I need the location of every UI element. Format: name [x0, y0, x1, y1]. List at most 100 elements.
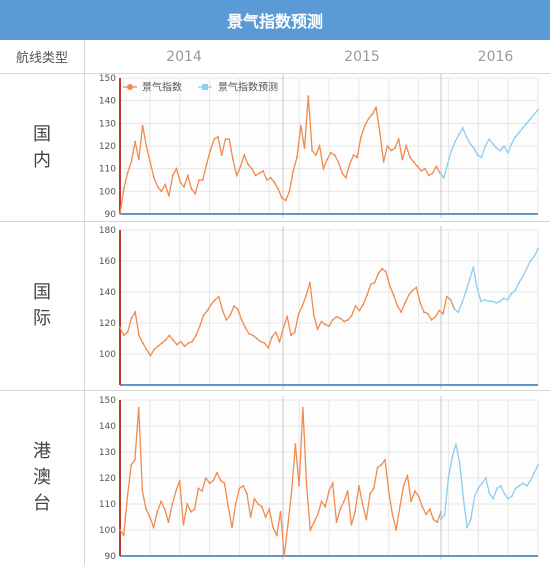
data-point-forecast [506, 298, 509, 301]
row-label-char: 澳 [33, 467, 51, 488]
data-point-actual [290, 490, 293, 492]
data-point-actual [335, 521, 338, 524]
data-point-actual [201, 490, 204, 492]
data-point-actual [314, 154, 317, 156]
data-point-actual [157, 345, 159, 348]
data-point-actual [335, 315, 338, 318]
data-point-forecast [488, 492, 491, 495]
data-point-actual [187, 342, 190, 345]
data-point-actual [213, 138, 216, 141]
data-point-actual [373, 281, 376, 284]
data-point-actual [420, 170, 423, 172]
data-point-forecast [443, 513, 446, 516]
data-point-actual [307, 95, 310, 98]
data-point-actual [328, 490, 330, 492]
data-point-forecast [469, 142, 472, 145]
data-point-forecast [440, 518, 442, 521]
data-point-actual [411, 289, 414, 292]
data-point-forecast [458, 461, 461, 464]
row-label-domestic: 国 内 [0, 74, 85, 221]
data-point-actual [410, 500, 413, 503]
data-point-actual [378, 131, 381, 134]
data-point-forecast [514, 289, 517, 292]
data-point-actual [264, 516, 267, 518]
data-point-actual [442, 312, 444, 315]
data-point-actual [268, 508, 271, 511]
data-point-actual [138, 334, 140, 337]
data-point-forecast [488, 138, 490, 141]
data-point-actual [431, 172, 434, 175]
data-point-actual [425, 513, 427, 516]
data-point-actual [449, 298, 452, 301]
data-point-forecast [506, 151, 509, 154]
data-point-actual [395, 529, 398, 531]
data-point-actual [198, 179, 200, 181]
data-point-actual [358, 309, 361, 312]
data-point-actual [284, 199, 287, 202]
data-point-actual [255, 337, 258, 340]
data-point-actual [130, 464, 133, 466]
data-point-actual [224, 138, 227, 141]
data-point-actual [179, 340, 182, 343]
data-point-actual [392, 294, 395, 296]
data-point-actual [382, 160, 385, 163]
data-point-actual [277, 188, 280, 190]
data-point-forecast [510, 142, 513, 145]
row-label-char: 际 [33, 308, 51, 329]
data-point-actual [286, 315, 289, 318]
data-point-actual [134, 458, 136, 461]
data-point-actual [299, 124, 302, 127]
data-point-actual [354, 305, 357, 307]
data-point-actual [328, 325, 330, 327]
data-point-actual [137, 406, 140, 409]
data-point-actual [296, 156, 298, 159]
data-point-actual [175, 167, 178, 170]
data-point-actual [333, 154, 336, 156]
data-point-actual [347, 319, 349, 321]
data-point-actual [301, 406, 304, 409]
data-point-actual [167, 521, 170, 524]
data-point-actual [198, 325, 201, 327]
data-point-actual [229, 314, 232, 317]
data-point-actual [279, 510, 282, 513]
data-point-actual [303, 147, 306, 150]
y-tick-label: 90 [105, 552, 117, 562]
data-point-forecast [499, 149, 502, 152]
data-point-actual [209, 149, 212, 152]
data-point-forecast [521, 275, 524, 278]
data-point-actual [212, 479, 215, 482]
data-point-actual [210, 303, 213, 306]
data-point-actual [260, 505, 263, 508]
y-tick-label: 110 [99, 165, 116, 175]
data-point-actual [219, 479, 222, 482]
data-point-actual [390, 149, 393, 152]
data-point-actual [122, 188, 125, 190]
data-point-actual [377, 272, 380, 275]
data-point-actual [278, 340, 281, 343]
data-point-actual [179, 181, 182, 184]
data-point-actual [271, 336, 273, 338]
data-point-actual [363, 124, 366, 127]
data-point-forecast [462, 497, 465, 500]
data-point-actual [190, 510, 192, 513]
data-point-forecast [514, 487, 517, 490]
data-point-actual [436, 521, 439, 524]
data-point-forecast [533, 471, 536, 474]
data-point-actual [331, 482, 334, 485]
data-point-actual [380, 464, 383, 466]
data-point-actual [426, 312, 429, 315]
data-point-forecast [480, 156, 483, 159]
data-point-actual [149, 354, 152, 357]
data-point-forecast [451, 456, 454, 459]
data-point-actual [205, 163, 208, 166]
data-point-actual [190, 188, 193, 190]
data-point-actual [201, 179, 204, 181]
data-point-forecast [472, 266, 475, 269]
data-point-forecast [453, 308, 456, 310]
data-point-forecast [447, 477, 450, 479]
data-point-actual [354, 510, 357, 513]
data-point-actual [134, 311, 137, 314]
data-point-actual [356, 156, 359, 159]
data-point-actual [357, 484, 360, 487]
y-tick-label: 120 [99, 319, 116, 329]
